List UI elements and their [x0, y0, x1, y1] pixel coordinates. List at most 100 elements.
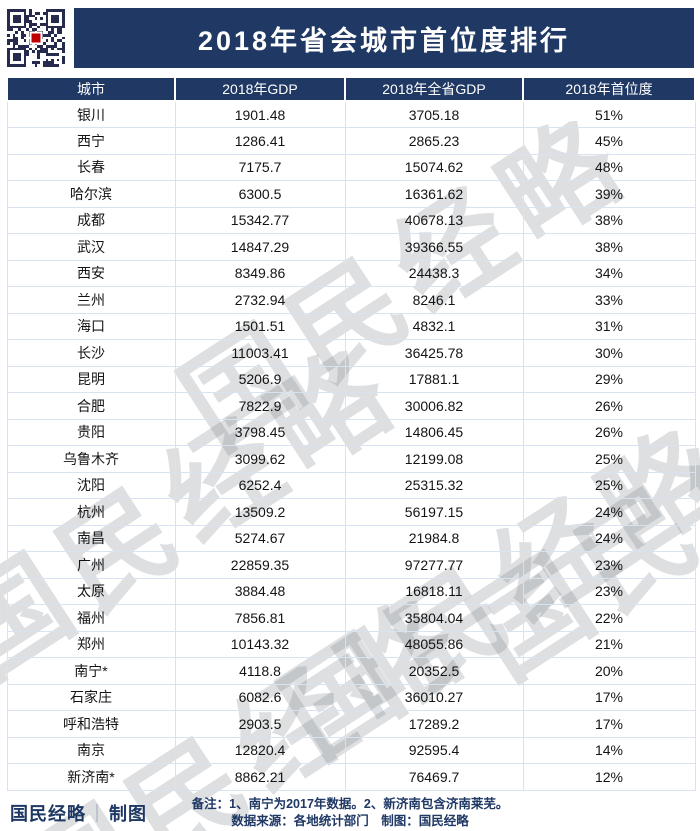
ranking-table: 城市 2018年GDP 2018年全省GDP 2018年首位度 银川 1901.4…	[6, 76, 696, 791]
cell-primacy: 17%	[522, 683, 696, 711]
cell-province-gdp: 25315.32	[344, 471, 524, 499]
table-row: 南京 12820.4 92595.4 14%	[6, 736, 696, 764]
cell-primacy: 45%	[522, 127, 696, 155]
cell-province-gdp: 48055.86	[344, 630, 524, 658]
table-row: 合肥 7822.9 30006.82 26%	[6, 392, 696, 420]
note-source: 数据来源：各地统计部门 制图：国民经略	[231, 814, 469, 828]
cell-gdp: 2903.5	[174, 710, 346, 738]
table-row: 兰州 2732.94 8246.1 33%	[6, 286, 696, 314]
brand-divider: ｜	[88, 804, 107, 824]
cell-gdp: 6300.5	[174, 180, 346, 208]
cell-gdp: 10143.32	[174, 630, 346, 658]
table-row: 银川 1901.48 3705.18 51%	[6, 100, 696, 128]
cell-primacy: 29%	[522, 365, 696, 393]
table-row: 南宁* 4118.8 20352.5 20%	[6, 657, 696, 685]
cell-city: 长沙	[6, 339, 176, 367]
cell-city: 南宁*	[6, 657, 176, 685]
cell-primacy: 26%	[522, 392, 696, 420]
col-header-gdp: 2018年GDP	[174, 76, 346, 102]
cell-primacy: 20%	[522, 657, 696, 685]
cell-province-gdp: 12199.08	[344, 445, 524, 473]
title-banner: 2018年省会城市首位度排行	[74, 8, 694, 68]
cell-city: 兰州	[6, 286, 176, 314]
cell-gdp: 14847.29	[174, 233, 346, 261]
cell-province-gdp: 36425.78	[344, 339, 524, 367]
cell-primacy: 31%	[522, 312, 696, 340]
col-header-primacy: 2018年首位度	[522, 76, 696, 102]
cell-primacy: 26%	[522, 418, 696, 446]
cell-province-gdp: 39366.55	[344, 233, 524, 261]
cell-gdp: 1901.48	[174, 100, 346, 128]
cell-province-gdp: 4832.1	[344, 312, 524, 340]
cell-gdp: 3798.45	[174, 418, 346, 446]
table-row: 郑州 10143.32 48055.86 21%	[6, 630, 696, 658]
cell-city: 南昌	[6, 524, 176, 552]
cell-gdp: 7175.7	[174, 153, 346, 181]
cell-city: 海口	[6, 312, 176, 340]
cell-gdp: 6252.4	[174, 471, 346, 499]
cell-primacy: 22%	[522, 604, 696, 632]
cell-province-gdp: 17289.2	[344, 710, 524, 738]
table-row: 贵阳 3798.45 14806.45 26%	[6, 418, 696, 446]
table-row: 太原 3884.48 16818.11 23%	[6, 577, 696, 605]
cell-primacy: 48%	[522, 153, 696, 181]
cell-primacy: 24%	[522, 498, 696, 526]
cell-city: 广州	[6, 551, 176, 579]
cell-city: 西宁	[6, 127, 176, 155]
cell-gdp: 3884.48	[174, 577, 346, 605]
cell-province-gdp: 17881.1	[344, 365, 524, 393]
table-row: 哈尔滨 6300.5 16361.62 39%	[6, 180, 696, 208]
cell-primacy: 25%	[522, 445, 696, 473]
cell-gdp: 5274.67	[174, 524, 346, 552]
table-row: 西安 8349.86 24438.3 34%	[6, 259, 696, 287]
qr-logo	[29, 31, 43, 45]
cell-primacy: 30%	[522, 339, 696, 367]
cell-province-gdp: 14806.45	[344, 418, 524, 446]
cell-city: 昆明	[6, 365, 176, 393]
cell-primacy: 39%	[522, 180, 696, 208]
table-row: 长沙 11003.41 36425.78 30%	[6, 339, 696, 367]
cell-gdp: 11003.41	[174, 339, 346, 367]
brand-signature: 国民经略｜制图	[10, 800, 147, 826]
cell-city: 郑州	[6, 630, 176, 658]
table-row: 南昌 5274.67 21984.8 24%	[6, 524, 696, 552]
table-body: 银川 1901.48 3705.18 51% 西宁 1286.41 2865.23 45% 长春…	[6, 100, 696, 791]
cell-primacy: 14%	[522, 736, 696, 764]
cell-gdp: 8862.21	[174, 763, 346, 791]
page-title: 2018年省会城市首位度排行	[197, 25, 571, 56]
cell-city: 银川	[6, 100, 176, 128]
table-row: 成都 15342.77 40678.13 38%	[6, 206, 696, 234]
cell-province-gdp: 8246.1	[344, 286, 524, 314]
cell-province-gdp: 76469.7	[344, 763, 524, 791]
cell-province-gdp: 2865.23	[344, 127, 524, 155]
cell-city: 成都	[6, 206, 176, 234]
cell-province-gdp: 20352.5	[344, 657, 524, 685]
cell-primacy: 17%	[522, 710, 696, 738]
table-header-row: 城市 2018年GDP 2018年全省GDP 2018年首位度	[6, 76, 696, 102]
cell-gdp: 3099.62	[174, 445, 346, 473]
cell-gdp: 22859.35	[174, 551, 346, 579]
qr-code-wrap	[6, 8, 66, 68]
cell-city: 新济南*	[6, 763, 176, 791]
cell-gdp: 4118.8	[174, 657, 346, 685]
cell-gdp: 6082.6	[174, 683, 346, 711]
table-row: 呼和浩特 2903.5 17289.2 17%	[6, 710, 696, 738]
cell-gdp: 8349.86	[174, 259, 346, 287]
cell-city: 太原	[6, 577, 176, 605]
cell-province-gdp: 16361.62	[344, 180, 524, 208]
cell-gdp: 2732.94	[174, 286, 346, 314]
cell-city: 南京	[6, 736, 176, 764]
table-row: 海口 1501.51 4832.1 31%	[6, 312, 696, 340]
cell-province-gdp: 15074.62	[344, 153, 524, 181]
col-header-city: 城市	[6, 76, 176, 102]
cell-province-gdp: 35804.04	[344, 604, 524, 632]
cell-city: 呼和浩特	[6, 710, 176, 738]
table-row: 新济南* 8862.21 76469.7 12%	[6, 763, 696, 791]
cell-city: 乌鲁木齐	[6, 445, 176, 473]
table-row: 武汉 14847.29 39366.55 38%	[6, 233, 696, 261]
cell-primacy: 33%	[522, 286, 696, 314]
cell-primacy: 38%	[522, 206, 696, 234]
cell-province-gdp: 21984.8	[344, 524, 524, 552]
cell-city: 合肥	[6, 392, 176, 420]
